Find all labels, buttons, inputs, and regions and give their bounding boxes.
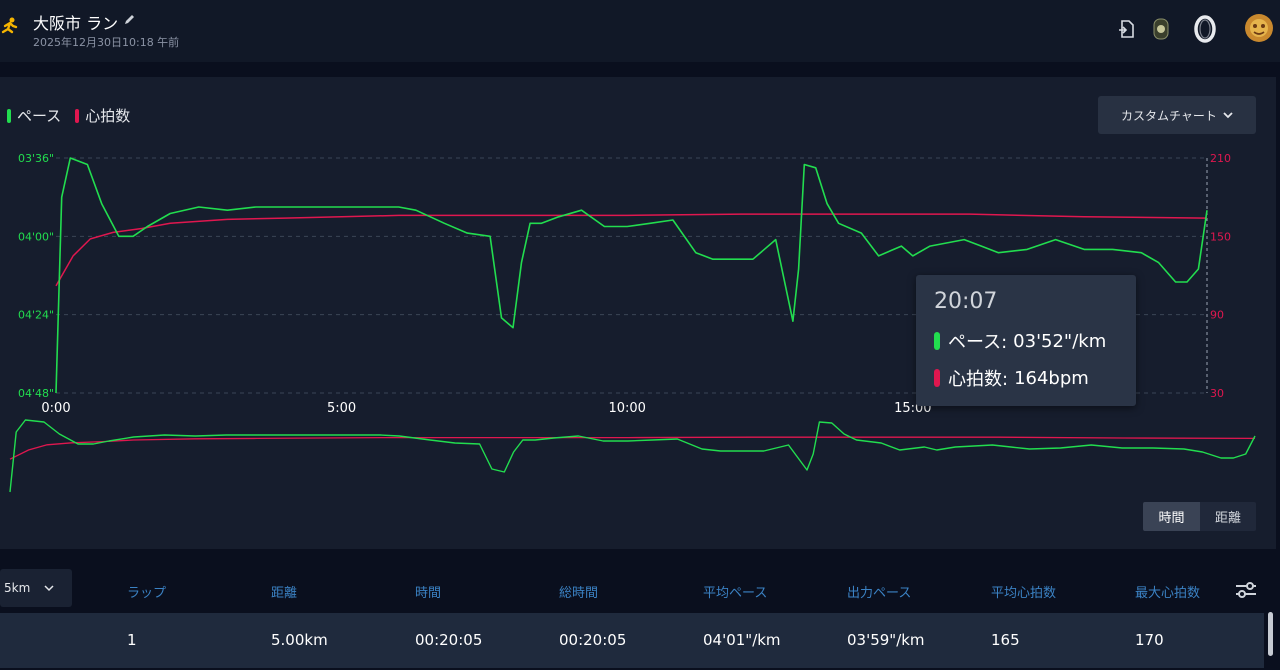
table-scrollbar[interactable] [1268, 612, 1273, 656]
lap-distance-select[interactable]: 5km [0, 569, 72, 607]
run-icon [1, 17, 18, 34]
y-right-tick-label: 90 [1210, 309, 1224, 322]
legend-label-pace: ペース [17, 107, 62, 125]
badge-icon[interactable] [1152, 17, 1170, 41]
legend-item-heart-rate[interactable]: 心拍数 [75, 105, 130, 126]
x-tick-label: 10:00 [608, 401, 645, 416]
cell-distance: 5.00km [271, 631, 328, 649]
edit-icon[interactable] [123, 13, 136, 26]
y-right-tick-label: 150 [1210, 230, 1231, 243]
header-avg-pace[interactable]: 平均ペース [703, 586, 768, 601]
tooltip-hr-swatch [934, 369, 940, 387]
cell-max-hr: 170 [1135, 631, 1164, 649]
tooltip-pace-swatch [934, 332, 940, 350]
cell-lap: 1 [127, 631, 137, 649]
tooltip-pace-label: ペース: [948, 332, 1008, 353]
toggle-distance-button[interactable]: 距離 [1200, 502, 1256, 531]
heart-rate-swatch [75, 108, 80, 123]
tooltip-hr-label: 心拍数: [948, 369, 1009, 390]
cell-output-pace: 03'59"/km [847, 631, 925, 649]
chevron-down-icon [44, 585, 54, 592]
cell-total-time: 00:20:05 [559, 631, 627, 649]
toggle-time-button[interactable]: 時間 [1143, 502, 1200, 531]
overview-heart-rate-line [9, 436, 1256, 460]
tooltip-pace-value: 03'52"/km [1013, 330, 1107, 352]
avatar[interactable] [1244, 13, 1274, 43]
overview-pace-line [9, 419, 1256, 493]
x-tick-label: 5:00 [327, 401, 356, 416]
cell-avg-hr: 165 [991, 631, 1020, 649]
overview-chart[interactable] [0, 414, 1260, 494]
y-left-tick-label: 04'00" [18, 230, 54, 243]
pace-swatch [7, 108, 11, 123]
activity-datetime: 2025年12月30日10:18 午前 [33, 36, 180, 49]
y-left-tick-label: 03'36" [18, 152, 54, 165]
column-settings-icon[interactable] [1234, 580, 1258, 600]
table-row[interactable] [0, 613, 1264, 668]
x-tick-label: 0:00 [41, 401, 70, 416]
export-icon[interactable] [1118, 19, 1136, 39]
cell-avg-pace: 04'01"/km [703, 631, 781, 649]
tooltip-time: 20:07 [934, 289, 998, 314]
main-chart[interactable]: 03'36" 04'00" 04'24" 04'48" 210 150 90 30 0:00 5:… [0, 140, 1240, 418]
cell-time: 00:20:05 [415, 631, 483, 649]
chart-tooltip: 20:07 ペース: 03'52"/km 心拍数: 164bpm [916, 275, 1136, 406]
chart-legend: ペース 心拍数 [7, 105, 144, 126]
heart-rate-line [55, 213, 1208, 287]
custom-chart-dropdown[interactable]: カスタムチャート [1098, 96, 1256, 134]
header-lap[interactable]: ラップ [127, 586, 167, 601]
tooltip-pace-row: ペース: 03'52"/km [934, 328, 1106, 354]
y-left-tick-label: 04'48" [18, 387, 54, 400]
header-distance[interactable]: 距離 [271, 586, 298, 601]
y-right-tick-label: 30 [1210, 387, 1224, 400]
axis-toggle: 時間 距離 [1143, 502, 1256, 531]
y-right-tick-label: 210 [1210, 152, 1231, 165]
chevron-down-icon [1223, 112, 1233, 119]
header-output-pace[interactable]: 出力ペース [847, 586, 912, 601]
legend-item-pace[interactable]: ペース [7, 105, 61, 126]
legend-label-heart-rate: 心拍数 [85, 107, 131, 125]
y-left-tick-label: 04'24" [18, 309, 54, 322]
tooltip-hr-row: 心拍数: 164bpm [934, 365, 1089, 391]
header: 大阪市 ラン 2025年12月30日10:18 午前 [0, 0, 1280, 62]
activity-title: 大阪市 ラン [33, 14, 119, 33]
header-max-hr[interactable]: 最大心拍数 [1135, 586, 1201, 601]
header-total-time[interactable]: 総時間 [559, 586, 599, 601]
header-time[interactable]: 時間 [415, 586, 442, 601]
pace-line [55, 157, 1208, 394]
lap-distance-value: 5km [4, 581, 31, 595]
custom-chart-label: カスタムチャート [1121, 108, 1217, 123]
ring-icon[interactable] [1192, 14, 1218, 44]
tooltip-hr-value: 164bpm [1014, 367, 1089, 389]
header-avg-hr[interactable]: 平均心拍数 [991, 586, 1057, 601]
